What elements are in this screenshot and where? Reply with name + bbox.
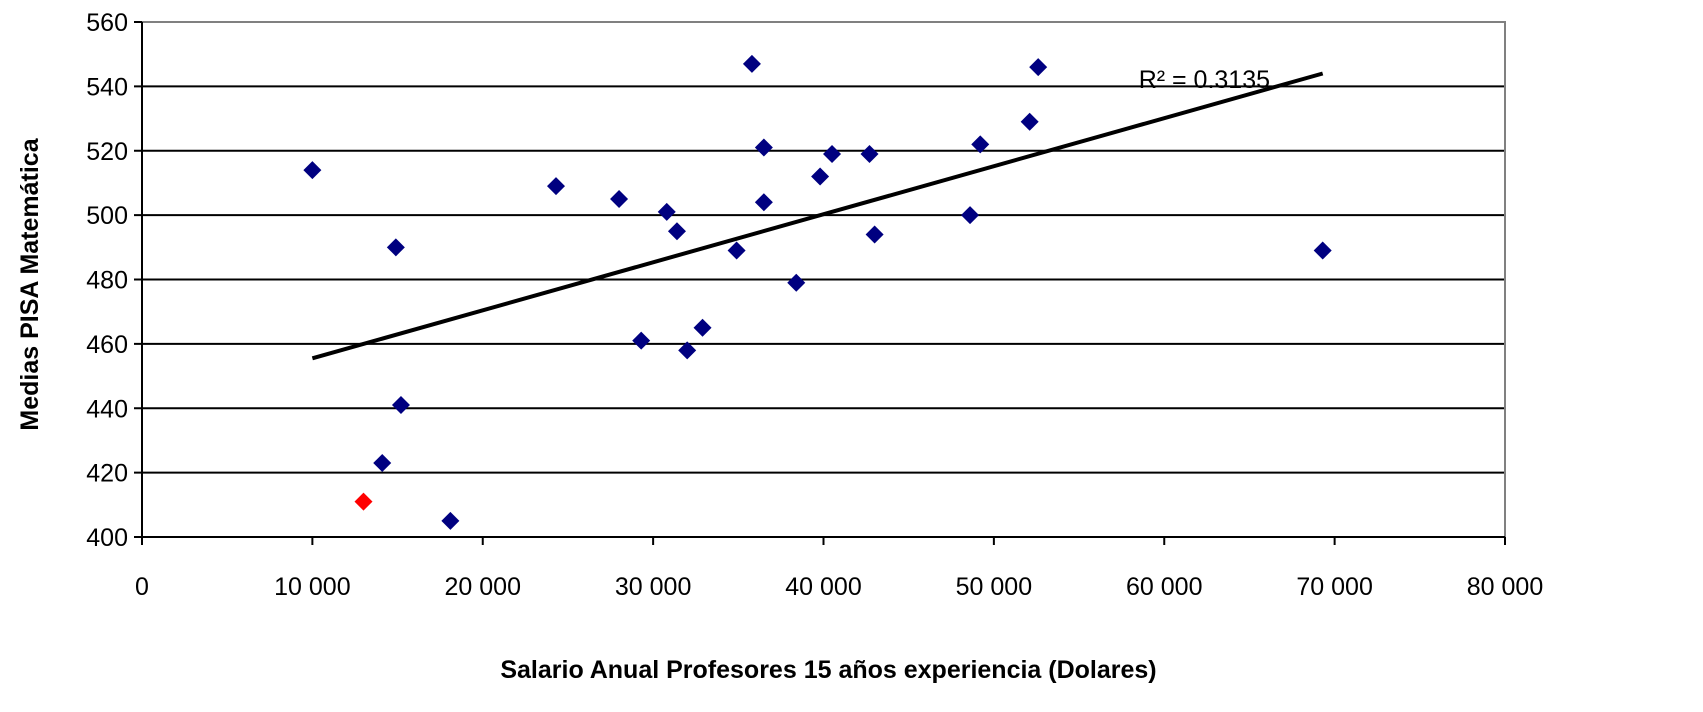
data-point — [667, 222, 686, 241]
r-squared-label: R² = 0.3135 — [1139, 66, 1270, 94]
y-tick-label: 540 — [86, 73, 128, 101]
data-point — [693, 318, 712, 337]
data-point — [391, 396, 410, 415]
data-point — [657, 202, 676, 221]
y-tick-label: 460 — [86, 331, 128, 359]
data-point — [373, 453, 392, 472]
x-tick-label: 60 000 — [1126, 573, 1202, 601]
trendline — [311, 71, 1324, 361]
data-point — [754, 138, 773, 157]
y-axis-title: Medias PISA Matemática — [16, 137, 44, 430]
data-point — [547, 177, 566, 196]
data-point — [865, 225, 884, 244]
x-axis-title: Salario Anual Profesores 15 años experie… — [500, 656, 1156, 684]
gridlines — [142, 21, 1505, 474]
data-point — [1313, 241, 1332, 260]
data-point — [971, 135, 990, 154]
data-point — [354, 492, 373, 511]
data-point — [811, 167, 830, 186]
data-point — [1020, 112, 1039, 131]
data-point — [823, 144, 842, 163]
data-point — [754, 193, 773, 212]
x-tick-label: 50 000 — [956, 573, 1032, 601]
data-point — [632, 331, 651, 350]
x-tick-label: 20 000 — [445, 573, 521, 601]
data-point — [678, 341, 697, 360]
data-point — [787, 273, 806, 292]
data-point — [742, 54, 761, 73]
y-tick-label: 400 — [86, 524, 128, 552]
y-tick-label: 480 — [86, 267, 128, 295]
x-axis-ticks: 0 10 000 20 000 30 000 40 000 50 000 60 000 70 … — [135, 537, 1543, 601]
data-point — [610, 190, 629, 209]
data-point — [860, 144, 879, 163]
y-tick-label: 420 — [86, 460, 128, 488]
data-point — [386, 238, 405, 257]
x-tick-label: 70 000 — [1296, 573, 1372, 601]
x-tick-label: 0 — [135, 573, 149, 601]
y-tick-label: 500 — [86, 202, 128, 230]
x-tick-label: 40 000 — [785, 573, 861, 601]
y-axis-ticks: 400 420 440 460 480 500 520 540 560 — [86, 9, 142, 552]
y-tick-label: 520 — [86, 138, 128, 166]
data-point — [441, 511, 460, 530]
data-point — [1029, 58, 1048, 77]
data-point — [303, 161, 322, 180]
x-tick-label: 30 000 — [615, 573, 691, 601]
data-point — [961, 206, 980, 225]
x-tick-label: 10 000 — [274, 573, 350, 601]
data-point — [727, 241, 746, 260]
data-points — [303, 54, 1332, 530]
x-tick-label: 80 000 — [1467, 573, 1543, 601]
y-tick-label: 440 — [86, 395, 128, 423]
y-tick-label: 560 — [86, 9, 128, 37]
